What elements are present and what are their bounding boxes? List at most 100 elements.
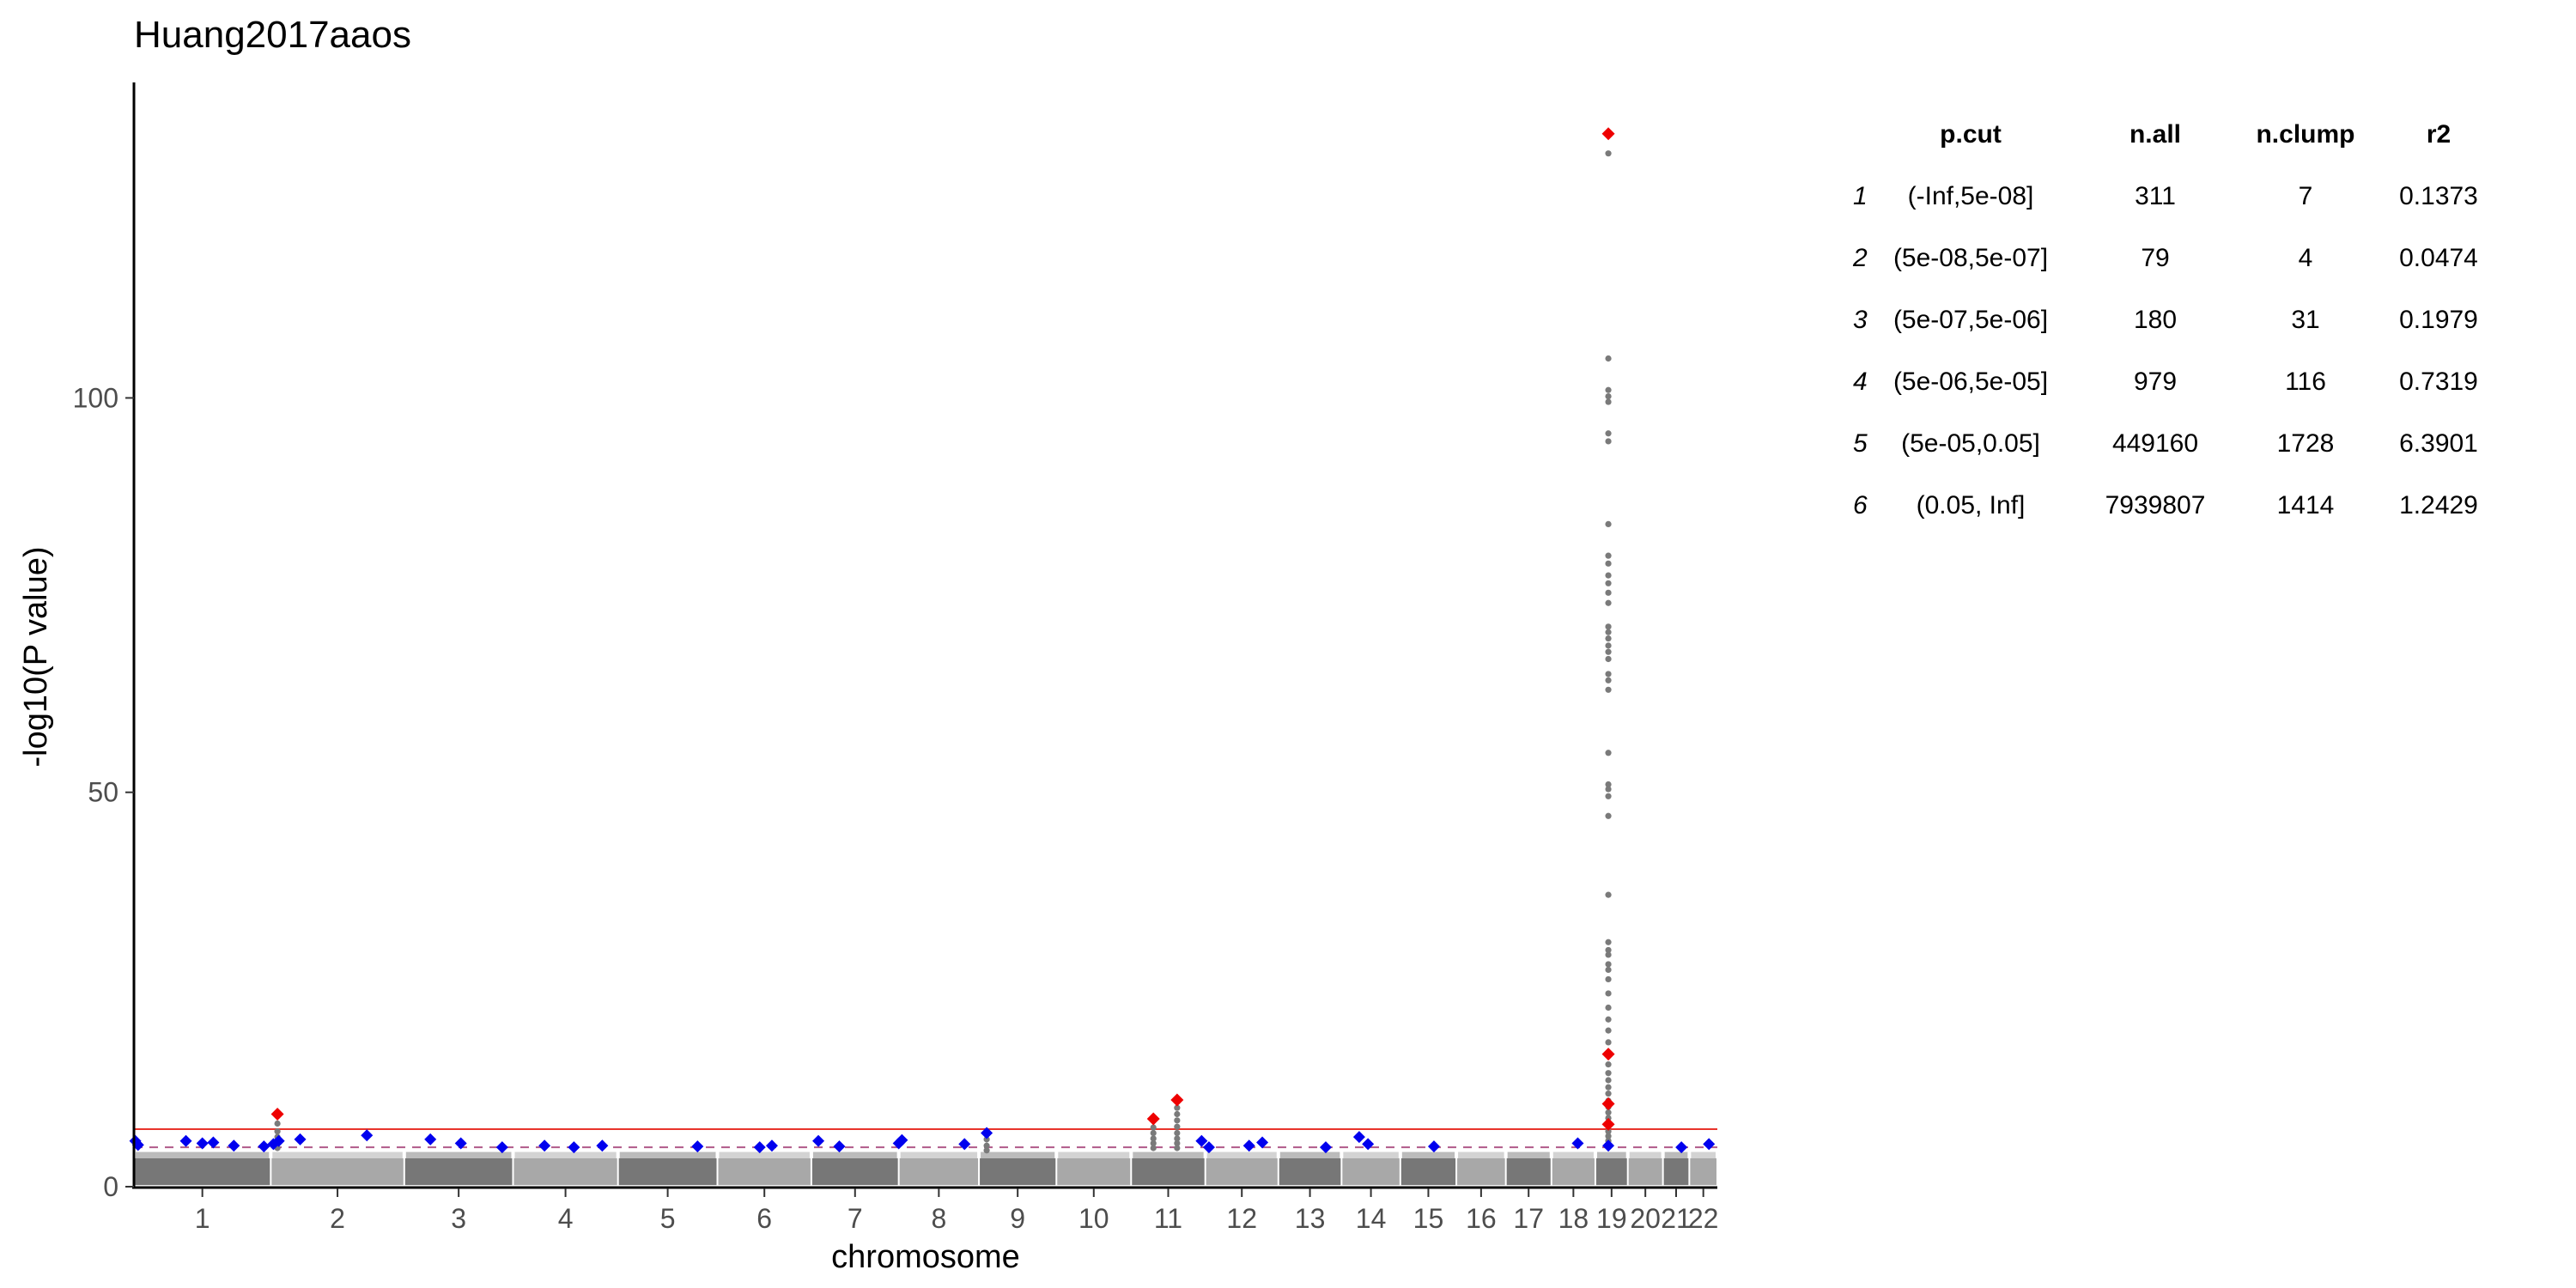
band-top-chr-18: [1552, 1151, 1594, 1158]
table-cell: (0.05, Inf]: [1916, 491, 2026, 519]
table-cell: (-Inf,5e-08]: [1907, 182, 2034, 210]
band-top-chr-11: [1133, 1151, 1204, 1158]
band-chr-21: [1663, 1157, 1689, 1186]
y-tick-labels: 0 50 100: [73, 382, 134, 1202]
band-chr-18: [1552, 1157, 1595, 1186]
band-chr-19: [1595, 1157, 1627, 1186]
band-chr-11: [1132, 1157, 1205, 1186]
x-tick-label: 7: [848, 1203, 863, 1234]
blue-diamond: [1427, 1140, 1440, 1153]
band-top-chr-3: [405, 1151, 512, 1158]
grey-point: [1605, 671, 1612, 677]
x-axis-label: chromosome: [831, 1239, 1020, 1275]
grey-point: [1150, 1139, 1157, 1147]
grey-point: [1605, 623, 1612, 630]
blue-diamond: [1195, 1134, 1208, 1147]
grey-point: [1605, 1133, 1612, 1139]
blue-diamond: [596, 1139, 609, 1152]
blue-diamond: [958, 1138, 971, 1151]
grey-point: [1174, 1117, 1181, 1124]
blue-diamond: [753, 1141, 766, 1154]
grey-point: [1605, 1004, 1612, 1012]
grey-point: [1605, 150, 1612, 157]
band-top-chr-16: [1458, 1151, 1504, 1158]
table-row-id: 6: [1853, 491, 1868, 519]
table-row-id: 2: [1853, 244, 1868, 272]
x-tick-label: 22: [1688, 1203, 1719, 1234]
grey-point: [983, 1147, 990, 1154]
band-chr-1: [135, 1157, 270, 1186]
blue-diamond: [207, 1136, 220, 1149]
blue-diamond: [1352, 1131, 1365, 1144]
band-chr-10: [1057, 1157, 1131, 1186]
x-tick-label: 8: [931, 1203, 946, 1234]
blue-diamond: [1602, 1139, 1615, 1152]
band-chr-7: [811, 1157, 898, 1186]
x-tick-label: 17: [1513, 1203, 1544, 1234]
band-chr-20: [1628, 1157, 1662, 1186]
blue-diamond: [361, 1129, 374, 1142]
x-tick-label: 20: [1630, 1203, 1661, 1234]
threshold-lines: [134, 1127, 1717, 1149]
red-diamond: [1601, 1097, 1615, 1111]
blue-diamond: [495, 1141, 508, 1154]
x-tick-label: 16: [1466, 1203, 1497, 1234]
table-cell: (5e-08,5e-07]: [1893, 244, 2049, 272]
band-chr-4: [513, 1157, 617, 1186]
grey-point: [1605, 580, 1612, 586]
red-diamond: [270, 1107, 284, 1121]
band-top-chr-2: [272, 1151, 403, 1158]
band-top-chr-21: [1664, 1151, 1688, 1158]
x-tick-label: 10: [1078, 1203, 1109, 1234]
x-tick-label: 21: [1661, 1203, 1692, 1234]
blue-diamond: [568, 1141, 580, 1154]
blue-diamond: [1202, 1141, 1215, 1154]
band-top-chr-15: [1401, 1151, 1455, 1158]
y-tick-label: 50: [88, 777, 118, 808]
band-top-chr-17: [1507, 1151, 1550, 1158]
axes: [132, 82, 1717, 1189]
grey-point: [1605, 975, 1612, 983]
red-diamond: [1601, 127, 1615, 141]
x-tick-label: 19: [1596, 1203, 1627, 1234]
band-top-chr-1: [136, 1151, 270, 1158]
red-diamond: [1601, 1048, 1615, 1061]
x-tick-label: 4: [558, 1203, 574, 1234]
band-chr-3: [404, 1157, 513, 1186]
grey-point: [1605, 786, 1612, 793]
grey-point: [1605, 430, 1612, 437]
y-axis-label: -log10(P value): [18, 546, 54, 767]
table-cell: 979: [2133, 368, 2178, 396]
grey-point: [1174, 1104, 1181, 1111]
band-top-chr-19: [1596, 1151, 1626, 1158]
grey-point: [1605, 1077, 1612, 1084]
x-tick-label: 11: [1154, 1203, 1182, 1234]
table-cell: (5e-06,5e-05]: [1893, 368, 2049, 396]
grey-point: [1605, 589, 1612, 596]
table-cell: 79: [2141, 244, 2170, 272]
grey-point: [1605, 812, 1612, 819]
band-top-chr-20: [1629, 1151, 1662, 1158]
chart-title: Huang2017aaos: [134, 14, 411, 56]
grey-point: [1150, 1124, 1157, 1131]
grey-point: [1605, 677, 1612, 683]
table-row-id: 5: [1853, 429, 1868, 458]
band-chr-9: [980, 1157, 1056, 1186]
x-tick-label: 6: [756, 1203, 772, 1234]
table-cell: (5e-07,5e-06]: [1893, 306, 2049, 334]
table-header-cell: r2: [2426, 120, 2451, 149]
blue-diamond: [1675, 1141, 1688, 1154]
grey-point: [1174, 1129, 1181, 1137]
x-tick-label: 5: [660, 1203, 676, 1234]
table-row-id: 1: [1853, 182, 1868, 210]
band-top-chr-4: [514, 1151, 617, 1158]
grey-point: [1605, 939, 1612, 945]
band-top-chr-6: [719, 1151, 810, 1158]
band-chr-5: [618, 1157, 717, 1186]
band-chr-16: [1457, 1157, 1505, 1186]
x-tick-label: 13: [1295, 1203, 1326, 1234]
grey-point: [1174, 1139, 1181, 1147]
blue-diamond: [228, 1139, 240, 1152]
table-cell: 180: [2133, 306, 2178, 334]
grey-point: [1605, 1070, 1612, 1077]
